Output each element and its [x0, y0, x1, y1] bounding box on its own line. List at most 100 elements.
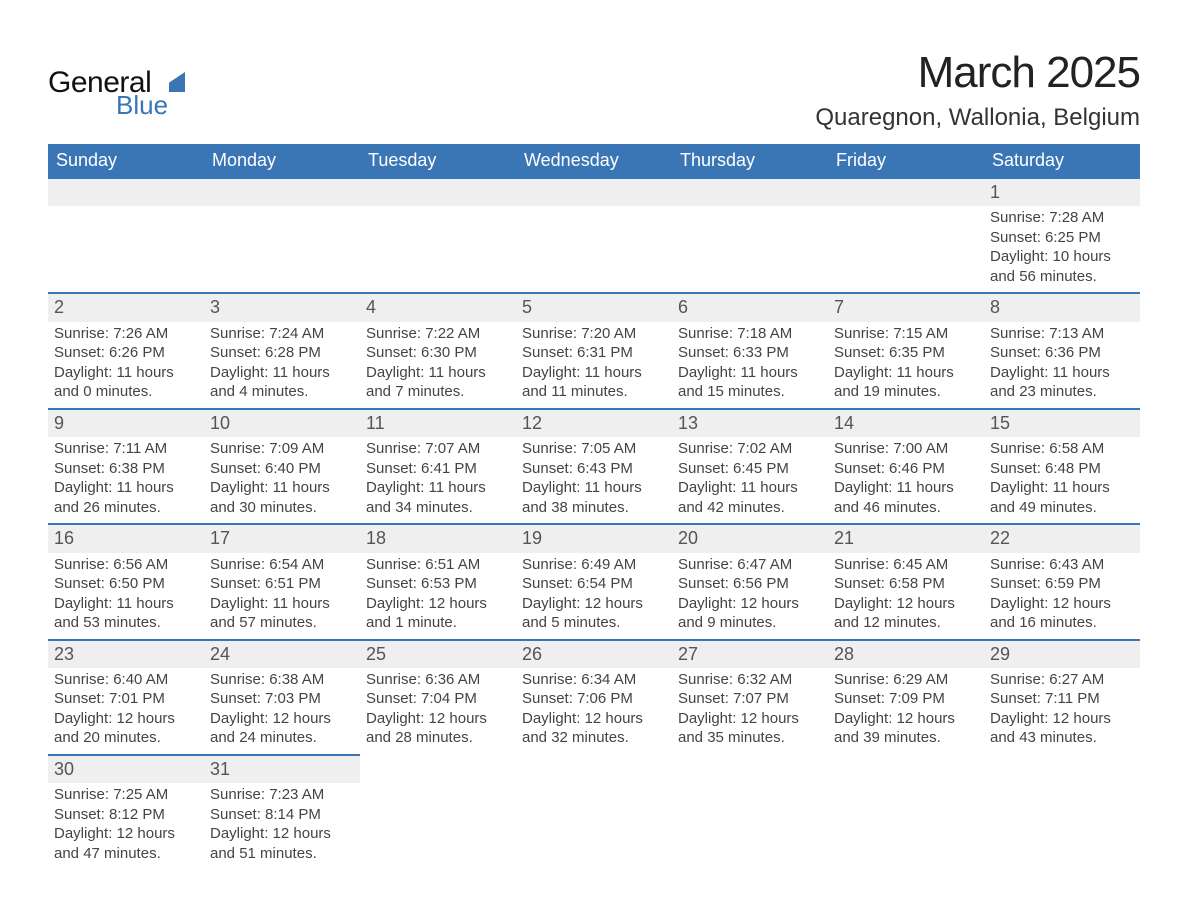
sunset-text: Sunset: 6:36 PM	[990, 343, 1134, 363]
empty-day-cell	[828, 755, 984, 783]
sunset-text: Sunset: 7:11 PM	[990, 689, 1134, 709]
daylight-line2: and 49 minutes.	[990, 498, 1134, 518]
daylight-line1: Daylight: 12 hours	[366, 709, 510, 729]
daylight-line2: and 20 minutes.	[54, 728, 198, 748]
calendar-table: SundayMondayTuesdayWednesdayThursdayFrid…	[48, 144, 1140, 869]
sunrise-text: Sunrise: 7:23 AM	[210, 785, 354, 805]
day-detail-cell: Sunrise: 6:32 AMSunset: 7:07 PMDaylight:…	[672, 668, 828, 755]
daylight-line2: and 43 minutes.	[990, 728, 1134, 748]
day-detail-cell: Sunrise: 6:27 AMSunset: 7:11 PMDaylight:…	[984, 668, 1140, 755]
day-number-cell: 8	[984, 293, 1140, 321]
sunset-text: Sunset: 6:50 PM	[54, 574, 198, 594]
sunset-text: Sunset: 6:41 PM	[366, 459, 510, 479]
title-block: March 2025 Quaregnon, Wallonia, Belgium	[815, 48, 1140, 132]
sunrise-text: Sunrise: 7:24 AM	[210, 324, 354, 344]
day-detail-cell: Sunrise: 6:34 AMSunset: 7:06 PMDaylight:…	[516, 668, 672, 755]
sunrise-text: Sunrise: 6:29 AM	[834, 670, 978, 690]
empty-day-cell	[360, 755, 516, 783]
day-number-cell: 18	[360, 524, 516, 552]
day-detail-cell: Sunrise: 7:18 AMSunset: 6:33 PMDaylight:…	[672, 322, 828, 409]
daylight-line1: Daylight: 11 hours	[366, 478, 510, 498]
empty-day-cell	[516, 783, 672, 869]
daylight-line2: and 46 minutes.	[834, 498, 978, 518]
daylight-line1: Daylight: 11 hours	[990, 363, 1134, 383]
daylight-line1: Daylight: 11 hours	[522, 363, 666, 383]
daylight-line2: and 53 minutes.	[54, 613, 198, 633]
calendar-week-detail-row: Sunrise: 7:26 AMSunset: 6:26 PMDaylight:…	[48, 322, 1140, 409]
weekday-header: Sunday	[48, 144, 204, 178]
weekday-header: Wednesday	[516, 144, 672, 178]
sunset-text: Sunset: 6:33 PM	[678, 343, 822, 363]
empty-day-cell	[360, 206, 516, 293]
daylight-line1: Daylight: 12 hours	[366, 594, 510, 614]
day-number-cell: 11	[360, 409, 516, 437]
daylight-line2: and 28 minutes.	[366, 728, 510, 748]
daylight-line2: and 47 minutes.	[54, 844, 198, 864]
empty-day-cell	[828, 178, 984, 206]
daylight-line1: Daylight: 11 hours	[834, 478, 978, 498]
sunrise-text: Sunrise: 7:26 AM	[54, 324, 198, 344]
sunset-text: Sunset: 6:46 PM	[834, 459, 978, 479]
daylight-line2: and 15 minutes.	[678, 382, 822, 402]
sunset-text: Sunset: 7:01 PM	[54, 689, 198, 709]
daylight-line1: Daylight: 12 hours	[990, 709, 1134, 729]
weekday-header-row: SundayMondayTuesdayWednesdayThursdayFrid…	[48, 144, 1140, 178]
daylight-line2: and 38 minutes.	[522, 498, 666, 518]
sunrise-text: Sunrise: 7:05 AM	[522, 439, 666, 459]
day-number-cell: 15	[984, 409, 1140, 437]
sunset-text: Sunset: 6:30 PM	[366, 343, 510, 363]
day-number-cell: 5	[516, 293, 672, 321]
day-number-cell: 23	[48, 640, 204, 668]
day-number-cell: 16	[48, 524, 204, 552]
day-number-cell: 13	[672, 409, 828, 437]
sunset-text: Sunset: 6:40 PM	[210, 459, 354, 479]
daylight-line1: Daylight: 11 hours	[678, 363, 822, 383]
sunset-text: Sunset: 6:56 PM	[678, 574, 822, 594]
sunset-text: Sunset: 7:04 PM	[366, 689, 510, 709]
daylight-line1: Daylight: 12 hours	[522, 709, 666, 729]
sunrise-text: Sunrise: 6:36 AM	[366, 670, 510, 690]
daylight-line1: Daylight: 11 hours	[210, 594, 354, 614]
sunrise-text: Sunrise: 6:43 AM	[990, 555, 1134, 575]
day-number-cell: 24	[204, 640, 360, 668]
day-detail-cell: Sunrise: 7:09 AMSunset: 6:40 PMDaylight:…	[204, 437, 360, 524]
page-header: General Blue March 2025 Quaregnon, Wallo…	[48, 48, 1140, 132]
sunrise-text: Sunrise: 7:18 AM	[678, 324, 822, 344]
daylight-line1: Daylight: 11 hours	[54, 478, 198, 498]
day-detail-cell: Sunrise: 6:36 AMSunset: 7:04 PMDaylight:…	[360, 668, 516, 755]
empty-day-cell	[204, 178, 360, 206]
location-subtitle: Quaregnon, Wallonia, Belgium	[815, 104, 1140, 132]
day-number-cell: 10	[204, 409, 360, 437]
daylight-line2: and 12 minutes.	[834, 613, 978, 633]
sunset-text: Sunset: 6:48 PM	[990, 459, 1134, 479]
day-number-cell: 25	[360, 640, 516, 668]
sunrise-text: Sunrise: 6:56 AM	[54, 555, 198, 575]
empty-day-cell	[360, 783, 516, 869]
calendar-week-daynum-row: 9101112131415	[48, 409, 1140, 437]
calendar-week-detail-row: Sunrise: 7:28 AMSunset: 6:25 PMDaylight:…	[48, 206, 1140, 293]
daylight-line1: Daylight: 11 hours	[990, 478, 1134, 498]
day-number-cell: 7	[828, 293, 984, 321]
day-detail-cell: Sunrise: 6:51 AMSunset: 6:53 PMDaylight:…	[360, 553, 516, 640]
sunrise-text: Sunrise: 6:47 AM	[678, 555, 822, 575]
empty-day-cell	[984, 755, 1140, 783]
daylight-line2: and 42 minutes.	[678, 498, 822, 518]
daylight-line2: and 19 minutes.	[834, 382, 978, 402]
daylight-line1: Daylight: 12 hours	[990, 594, 1134, 614]
empty-day-cell	[672, 755, 828, 783]
daylight-line1: Daylight: 12 hours	[210, 824, 354, 844]
daylight-line1: Daylight: 11 hours	[54, 594, 198, 614]
daylight-line1: Daylight: 10 hours	[990, 247, 1134, 267]
daylight-line2: and 4 minutes.	[210, 382, 354, 402]
sunrise-text: Sunrise: 7:11 AM	[54, 439, 198, 459]
sunset-text: Sunset: 7:03 PM	[210, 689, 354, 709]
day-number-cell: 2	[48, 293, 204, 321]
sunrise-text: Sunrise: 7:28 AM	[990, 208, 1134, 228]
day-detail-cell: Sunrise: 7:22 AMSunset: 6:30 PMDaylight:…	[360, 322, 516, 409]
empty-day-cell	[828, 206, 984, 293]
daylight-line1: Daylight: 11 hours	[54, 363, 198, 383]
daylight-line2: and 5 minutes.	[522, 613, 666, 633]
day-number-cell: 20	[672, 524, 828, 552]
day-number-cell: 4	[360, 293, 516, 321]
day-detail-cell: Sunrise: 7:26 AMSunset: 6:26 PMDaylight:…	[48, 322, 204, 409]
